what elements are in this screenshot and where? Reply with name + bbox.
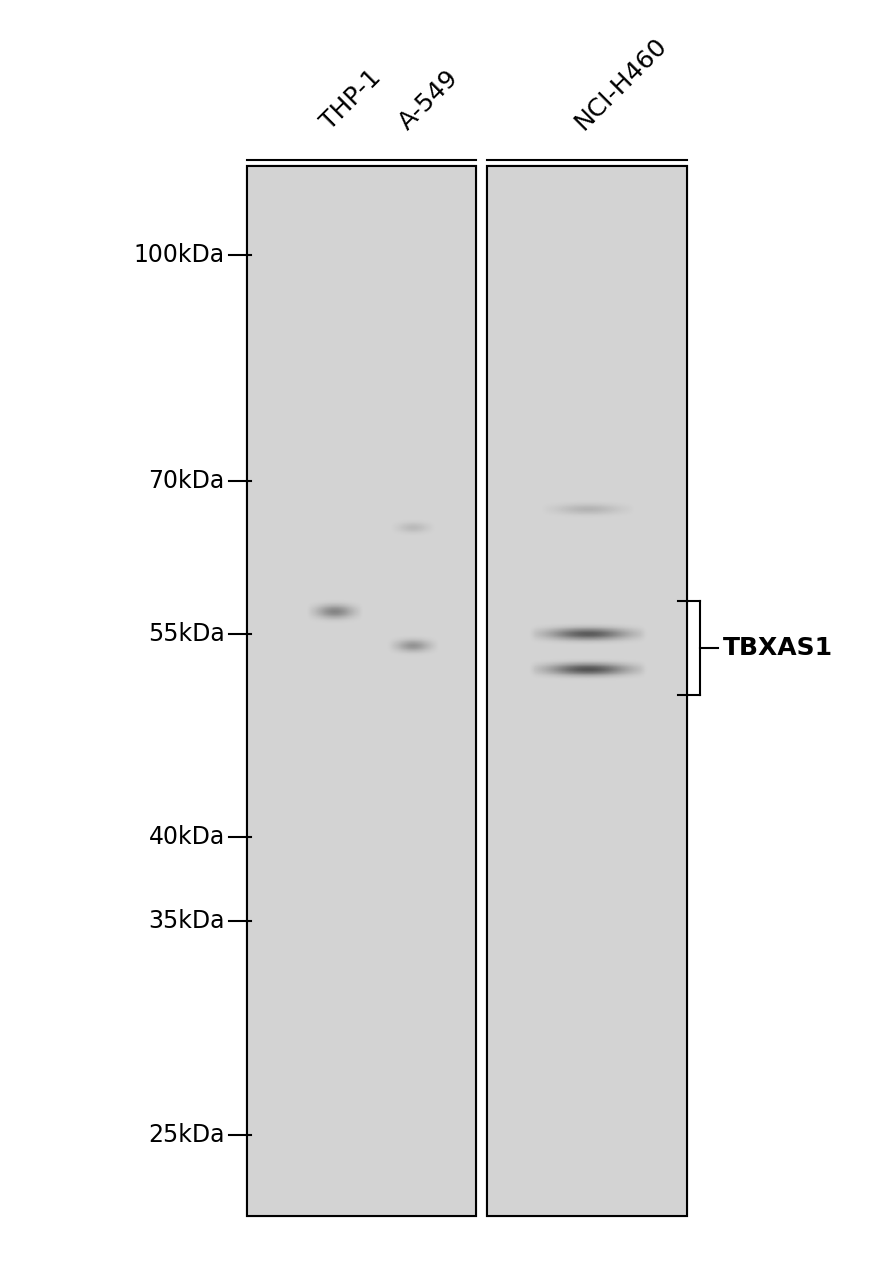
Text: NCI-H460: NCI-H460: [570, 33, 671, 134]
Bar: [247, 166, 476, 1216]
Text: A-549: A-549: [395, 65, 463, 134]
Text: TBXAS1: TBXAS1: [722, 636, 833, 660]
Text: 35kDa: 35kDa: [148, 909, 225, 933]
Bar: [486, 166, 687, 1216]
Bar: [486, 166, 687, 1216]
Bar: [247, 166, 476, 1216]
Text: 70kDa: 70kDa: [148, 470, 225, 494]
Text: 55kDa: 55kDa: [148, 622, 225, 646]
Text: 25kDa: 25kDa: [148, 1123, 225, 1147]
Text: 100kDa: 100kDa: [134, 243, 225, 268]
Text: THP-1: THP-1: [317, 65, 386, 134]
Text: 40kDa: 40kDa: [148, 824, 225, 849]
